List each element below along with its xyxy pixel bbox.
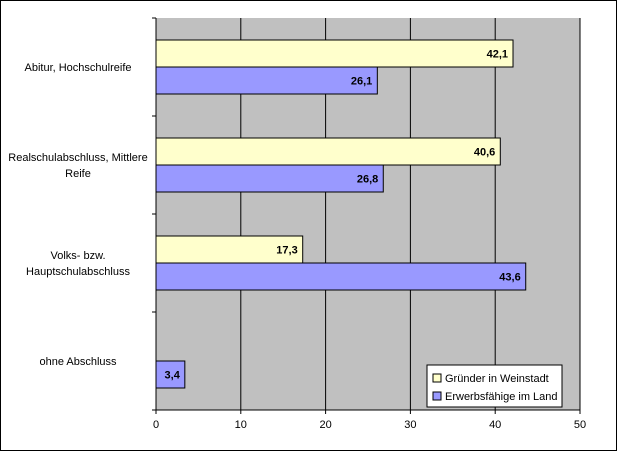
bar-0-2 bbox=[155, 235, 304, 264]
bar-1-3 bbox=[155, 360, 186, 389]
data-label-0-1: 40,6 bbox=[474, 147, 495, 159]
x-tick-label-20: 20 bbox=[319, 419, 331, 431]
axes bbox=[152, 17, 581, 414]
data-labels: 42,1 26,1 40,6 26,8 17,3 43,6 3,4 bbox=[165, 49, 521, 382]
data-label-1-3: 3,4 bbox=[165, 370, 181, 382]
legend-swatch-1 bbox=[432, 391, 442, 401]
bar-0-0 bbox=[155, 39, 514, 68]
category-label-3-0: ohne Abschluss bbox=[39, 356, 117, 368]
category-label-2-0: Volks- bzw. bbox=[50, 250, 105, 262]
legend-box bbox=[426, 364, 563, 408]
data-label-0-2: 17,3 bbox=[276, 245, 297, 257]
data-label-1-1: 26,8 bbox=[357, 174, 378, 186]
category-labels: Abitur, Hochschulreife Realschulabschluss… bbox=[8, 62, 147, 368]
x-tick-label-10: 10 bbox=[235, 419, 247, 431]
category-label-2-1: Hauptschulabschluss bbox=[26, 266, 130, 278]
legend-label-1: Erwerbsfähige im Land bbox=[445, 391, 558, 403]
data-label-0-0: 42,1 bbox=[487, 49, 508, 61]
bar-0-1 bbox=[155, 137, 501, 166]
category-label-1-0: Realschulabschluss, Mittlere bbox=[8, 152, 147, 164]
x-tick-label-0: 0 bbox=[153, 419, 159, 431]
legend-label-0: Gründer in Weinstadt bbox=[445, 373, 549, 385]
x-tick-label-30: 30 bbox=[404, 419, 416, 431]
bar-1-1 bbox=[155, 164, 384, 193]
category-label-1-1: Reife bbox=[65, 168, 91, 180]
bar-1-0 bbox=[155, 66, 378, 95]
x-tick-label-50: 50 bbox=[574, 419, 586, 431]
data-label-1-2: 43,6 bbox=[499, 272, 520, 284]
x-tick-labels: 0 10 20 30 40 50 bbox=[153, 419, 586, 431]
legend-swatch-0 bbox=[432, 373, 442, 383]
data-label-1-0: 26,1 bbox=[351, 76, 372, 88]
legend: Gründer in Weinstadt Erwerbsfähige im Lan… bbox=[426, 364, 563, 408]
bar-1-2 bbox=[155, 262, 527, 291]
x-tick-label-40: 40 bbox=[489, 419, 501, 431]
category-label-0-0: Abitur, Hochschulreife bbox=[25, 62, 132, 74]
